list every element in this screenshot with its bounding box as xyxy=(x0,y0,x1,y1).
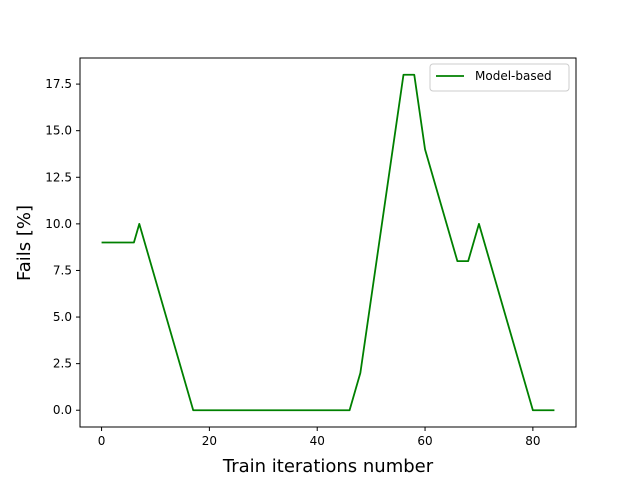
x-tick-label: 40 xyxy=(310,434,325,448)
x-tick-label: 80 xyxy=(525,434,540,448)
legend-box xyxy=(429,63,570,92)
y-tick-label: 17.5 xyxy=(45,77,72,91)
y-tick-label: 10.0 xyxy=(45,217,72,231)
x-tick-label: 20 xyxy=(202,434,217,448)
legend: Model-based xyxy=(429,63,570,92)
x-axis-label: Train iterations number xyxy=(222,456,434,477)
legend-label: Model-based xyxy=(475,69,552,83)
y-tick-label: 2.5 xyxy=(53,357,72,371)
y-tick-label: 7.5 xyxy=(53,263,72,277)
y-axis-label: Fails [%] xyxy=(14,205,35,281)
y-tick-label: 12.5 xyxy=(45,170,72,184)
axes-frame xyxy=(79,57,577,428)
y-tick-label: 15.0 xyxy=(45,124,72,138)
y-tick-label: 0.0 xyxy=(53,403,72,417)
x-tick-label: 0 xyxy=(98,434,106,448)
x-tick-label: 60 xyxy=(417,434,432,448)
x-axis: 0 20 40 60 80 xyxy=(98,427,541,448)
series-line-0 xyxy=(101,73,555,412)
y-axis: 0.0 2.5 5.0 7.5 10.0 12.5 15.0 17.5 xyxy=(45,77,80,417)
plot-area xyxy=(79,57,577,428)
y-tick-label: 5.0 xyxy=(53,310,72,324)
